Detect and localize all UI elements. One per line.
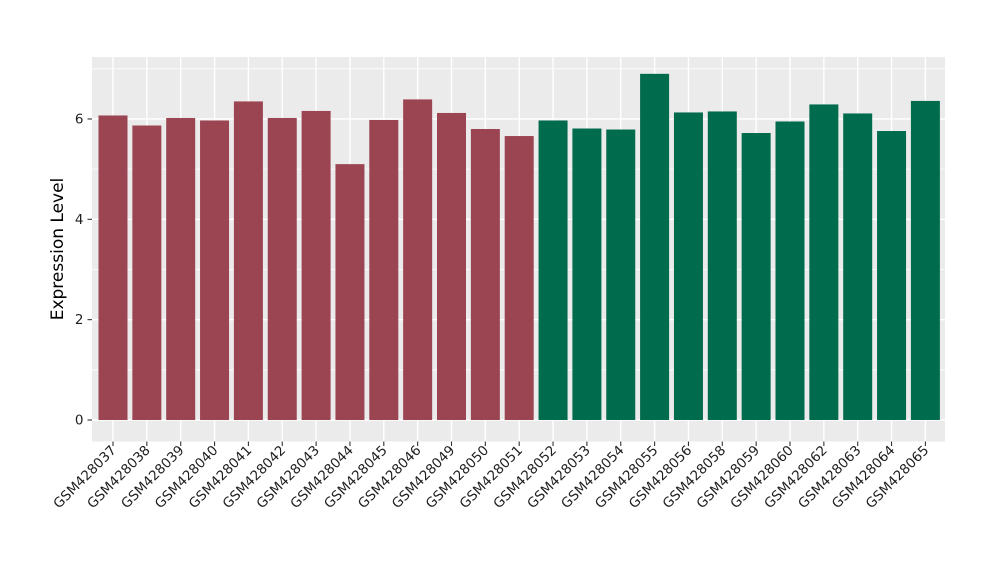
bar-GSM428054 — [606, 129, 636, 421]
bar-GSM428046 — [403, 99, 433, 420]
bar-GSM428063 — [843, 113, 873, 420]
bar-GSM428051 — [504, 136, 534, 421]
bar-GSM428040 — [200, 120, 230, 420]
bar-GSM428049 — [437, 112, 466, 421]
y-axis-title: Expression Level — [48, 178, 68, 321]
bar-GSM428041 — [233, 101, 263, 420]
bar-GSM428039 — [166, 117, 196, 421]
bar-GSM428042 — [267, 117, 297, 421]
bar-GSM428060 — [775, 121, 805, 421]
bar-GSM428059 — [741, 133, 771, 421]
y-tick-label: 2 — [75, 312, 84, 328]
bar-GSM428045 — [369, 119, 399, 420]
bar-GSM428062 — [809, 104, 839, 421]
bar-GSM428038 — [132, 125, 162, 420]
y-tick-label: 6 — [75, 111, 84, 127]
bar-GSM428050 — [470, 129, 500, 420]
y-tick-label: 4 — [75, 212, 84, 228]
bar-GSM428055 — [640, 73, 670, 421]
bar-GSM428037 — [98, 115, 128, 420]
y-tick-label: 0 — [75, 413, 84, 429]
bar-GSM428058 — [707, 111, 737, 420]
bar-GSM428056 — [673, 112, 703, 421]
bar-GSM428052 — [538, 120, 568, 420]
bar-GSM428043 — [301, 110, 331, 421]
bar-GSM428053 — [572, 128, 602, 420]
bar-GSM428064 — [877, 131, 907, 420]
axis-layer: 0246GSM428037GSM428038GSM428039GSM428040… — [50, 111, 932, 511]
bar-GSM428044 — [335, 164, 365, 420]
bars-layer — [98, 73, 940, 421]
bar-GSM428065 — [910, 100, 940, 421]
